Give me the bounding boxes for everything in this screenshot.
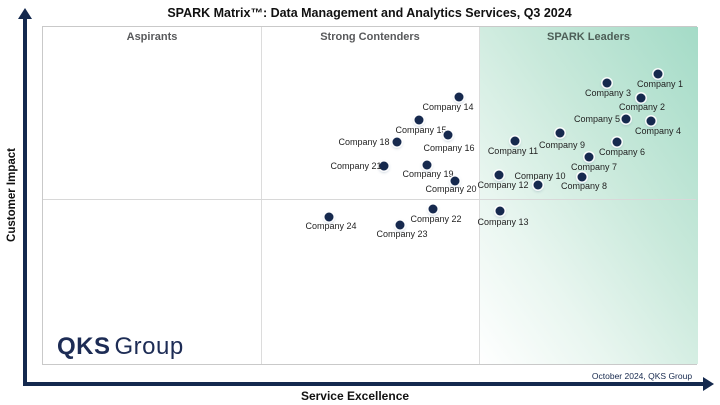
quadrant-divider-right bbox=[479, 27, 480, 364]
company-label: Company 14 bbox=[422, 102, 474, 112]
chart-title: SPARK Matrix™: Data Management and Analy… bbox=[167, 6, 572, 20]
y-axis-label: Customer Impact bbox=[6, 148, 18, 242]
company-label: Company 12 bbox=[477, 180, 529, 190]
company-label: Company 8 bbox=[560, 181, 608, 191]
y-axis-arrow-icon bbox=[18, 8, 32, 19]
company-label: Company 13 bbox=[477, 217, 529, 227]
company-label: Company 16 bbox=[423, 143, 475, 153]
company-dot bbox=[636, 93, 646, 103]
quadrant-label-aspirants: Aspirants bbox=[126, 31, 178, 43]
company-dot bbox=[422, 160, 432, 170]
x-axis-label: Service Excellence bbox=[300, 389, 410, 403]
company-label: Company 3 bbox=[584, 88, 632, 98]
quadrant-label-spark-leaders: SPARK Leaders bbox=[547, 31, 630, 43]
company-dot bbox=[379, 161, 389, 171]
company-label: Company 7 bbox=[570, 162, 618, 172]
company-dot bbox=[555, 128, 565, 138]
company-dot bbox=[612, 137, 622, 147]
company-label: Company 24 bbox=[305, 221, 357, 231]
y-axis-line bbox=[23, 18, 27, 386]
company-dot bbox=[495, 206, 505, 216]
company-dot bbox=[392, 137, 402, 147]
footnote-date: October 2024, QKS Group bbox=[591, 371, 693, 381]
x-axis-arrow-icon bbox=[703, 377, 714, 391]
company-dot bbox=[621, 114, 631, 124]
x-axis-line bbox=[23, 382, 705, 386]
company-label: Company 2 bbox=[618, 102, 666, 112]
company-label: Company 10 bbox=[514, 171, 566, 181]
company-label: Company 23 bbox=[376, 229, 428, 239]
company-dot bbox=[443, 130, 453, 140]
logo-light-part: Group bbox=[114, 333, 184, 360]
logo-bold-part: QKS bbox=[57, 333, 111, 360]
company-label: Company 5 bbox=[573, 114, 621, 124]
company-dot bbox=[324, 212, 334, 222]
company-label: Company 1 bbox=[636, 79, 684, 89]
company-label: Company 22 bbox=[410, 214, 462, 224]
qks-group-logo: QKS Group bbox=[57, 335, 184, 359]
company-label: Company 15 bbox=[395, 125, 447, 135]
company-label: Company 19 bbox=[402, 169, 454, 179]
company-dot bbox=[428, 204, 438, 214]
company-dot bbox=[602, 78, 612, 88]
leaders-gradient-zone bbox=[479, 27, 698, 364]
company-dot bbox=[577, 172, 587, 182]
company-label: Company 21 bbox=[330, 161, 382, 171]
company-label: Company 9 bbox=[538, 140, 586, 150]
company-dot bbox=[395, 220, 405, 230]
company-dot bbox=[494, 170, 504, 180]
company-dot bbox=[653, 69, 663, 79]
company-dot bbox=[414, 115, 424, 125]
quadrant-label-strong-contenders: Strong Contenders bbox=[320, 31, 420, 43]
company-dot bbox=[533, 180, 543, 190]
company-label: Company 11 bbox=[487, 146, 539, 156]
company-label: Company 6 bbox=[598, 147, 646, 157]
company-dot bbox=[646, 116, 656, 126]
plot-area: Aspirants Strong Contenders SPARK Leader… bbox=[42, 26, 698, 365]
company-dot bbox=[454, 92, 464, 102]
company-dot bbox=[450, 176, 460, 186]
company-label: Company 18 bbox=[338, 137, 390, 147]
company-dot bbox=[584, 152, 594, 162]
company-label: Company 20 bbox=[425, 184, 477, 194]
quadrant-divider-left bbox=[261, 27, 262, 364]
company-label: Company 4 bbox=[634, 126, 682, 136]
company-dot bbox=[510, 136, 520, 146]
quadrant-divider-horizontal bbox=[43, 199, 696, 200]
